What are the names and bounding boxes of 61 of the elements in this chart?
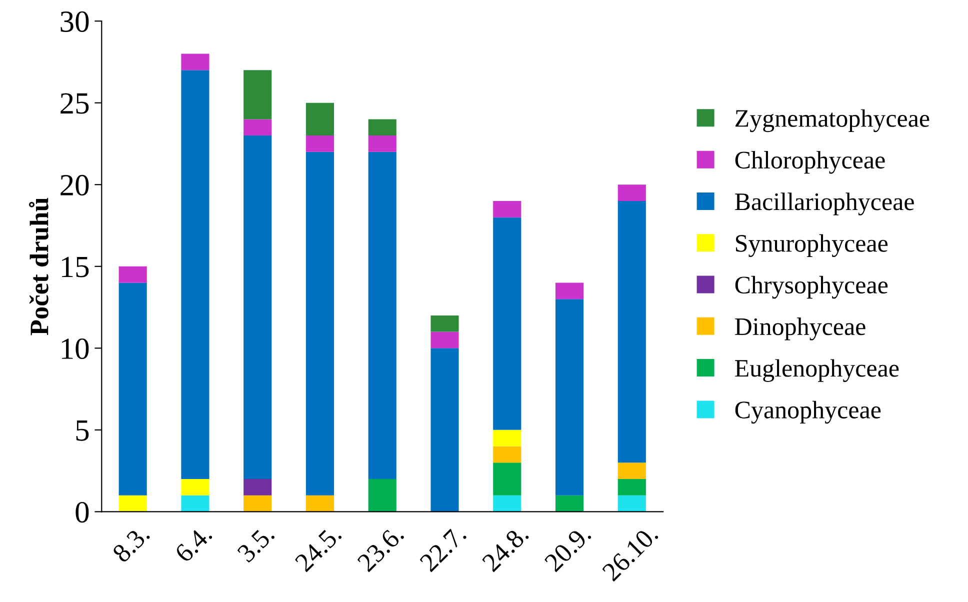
bar: [368, 136, 396, 152]
y-tick-label: 15: [62, 256, 89, 278]
bar: [181, 54, 210, 70]
bar: [181, 495, 210, 512]
bar: [618, 462, 646, 479]
bar: [618, 478, 646, 496]
x-tick-label: 3.5.: [236, 524, 276, 564]
legend-label: Euglenophyceae: [735, 359, 899, 382]
y-axis-title: Počet druhů: [28, 198, 48, 336]
x-tick-label: 24.8.: [481, 524, 530, 573]
bar: [306, 136, 334, 152]
bar: [244, 136, 272, 479]
bar: [430, 315, 459, 332]
bar: [555, 282, 584, 300]
bar: [555, 495, 584, 512]
bar: [244, 478, 272, 496]
bar: [244, 119, 272, 136]
bar: [306, 495, 334, 512]
bar: [493, 200, 522, 218]
bar: [244, 70, 272, 120]
bar: [493, 446, 522, 463]
x-tick-label: 20.9.: [544, 524, 592, 573]
y-tick-label: 30: [60, 11, 89, 32]
bar: [493, 462, 522, 496]
x-tick-label: 24.5.: [294, 524, 342, 573]
bar: [118, 495, 147, 512]
bar: [618, 184, 646, 201]
bar: [181, 70, 210, 479]
legend-label: Cyanophyceae: [735, 400, 881, 424]
legend-label: Dinophyceae: [735, 318, 866, 340]
legend-label: Chlorophyceae: [735, 150, 885, 174]
bar: [244, 495, 272, 512]
bar: [306, 152, 334, 496]
x-tick-label: 8.3.: [112, 524, 150, 564]
x-tick-label: 22.7.: [419, 524, 467, 573]
bar: [368, 478, 396, 512]
bar: [118, 266, 147, 283]
legend-label: Bacillariophyceae: [735, 192, 914, 216]
y-tick-label: 20: [60, 174, 89, 196]
bar: [618, 495, 646, 512]
legend-label: Chrysophyceae: [735, 276, 888, 299]
y-tick-label: 0: [76, 502, 89, 523]
y-tick-label: 25: [60, 93, 89, 114]
bar: [430, 332, 459, 348]
bar: [368, 119, 396, 136]
y-tick-label: 5: [76, 420, 89, 441]
bar: [555, 299, 584, 496]
bar: [493, 495, 522, 512]
bar: [118, 282, 147, 496]
bar: [306, 102, 334, 136]
bar: [430, 348, 459, 512]
y-tick-label: 10: [62, 338, 89, 360]
x-tick-label: 6.4.: [174, 524, 213, 564]
bar: [181, 478, 210, 496]
bar: [618, 200, 646, 463]
x-tick-label: 23.6.: [356, 524, 405, 573]
legend-label: Zygnematophyceae: [736, 109, 930, 132]
bar: [368, 152, 396, 479]
legend-label: Synurophyceae: [736, 234, 888, 258]
bar: [493, 217, 522, 430]
bar: [493, 430, 522, 446]
